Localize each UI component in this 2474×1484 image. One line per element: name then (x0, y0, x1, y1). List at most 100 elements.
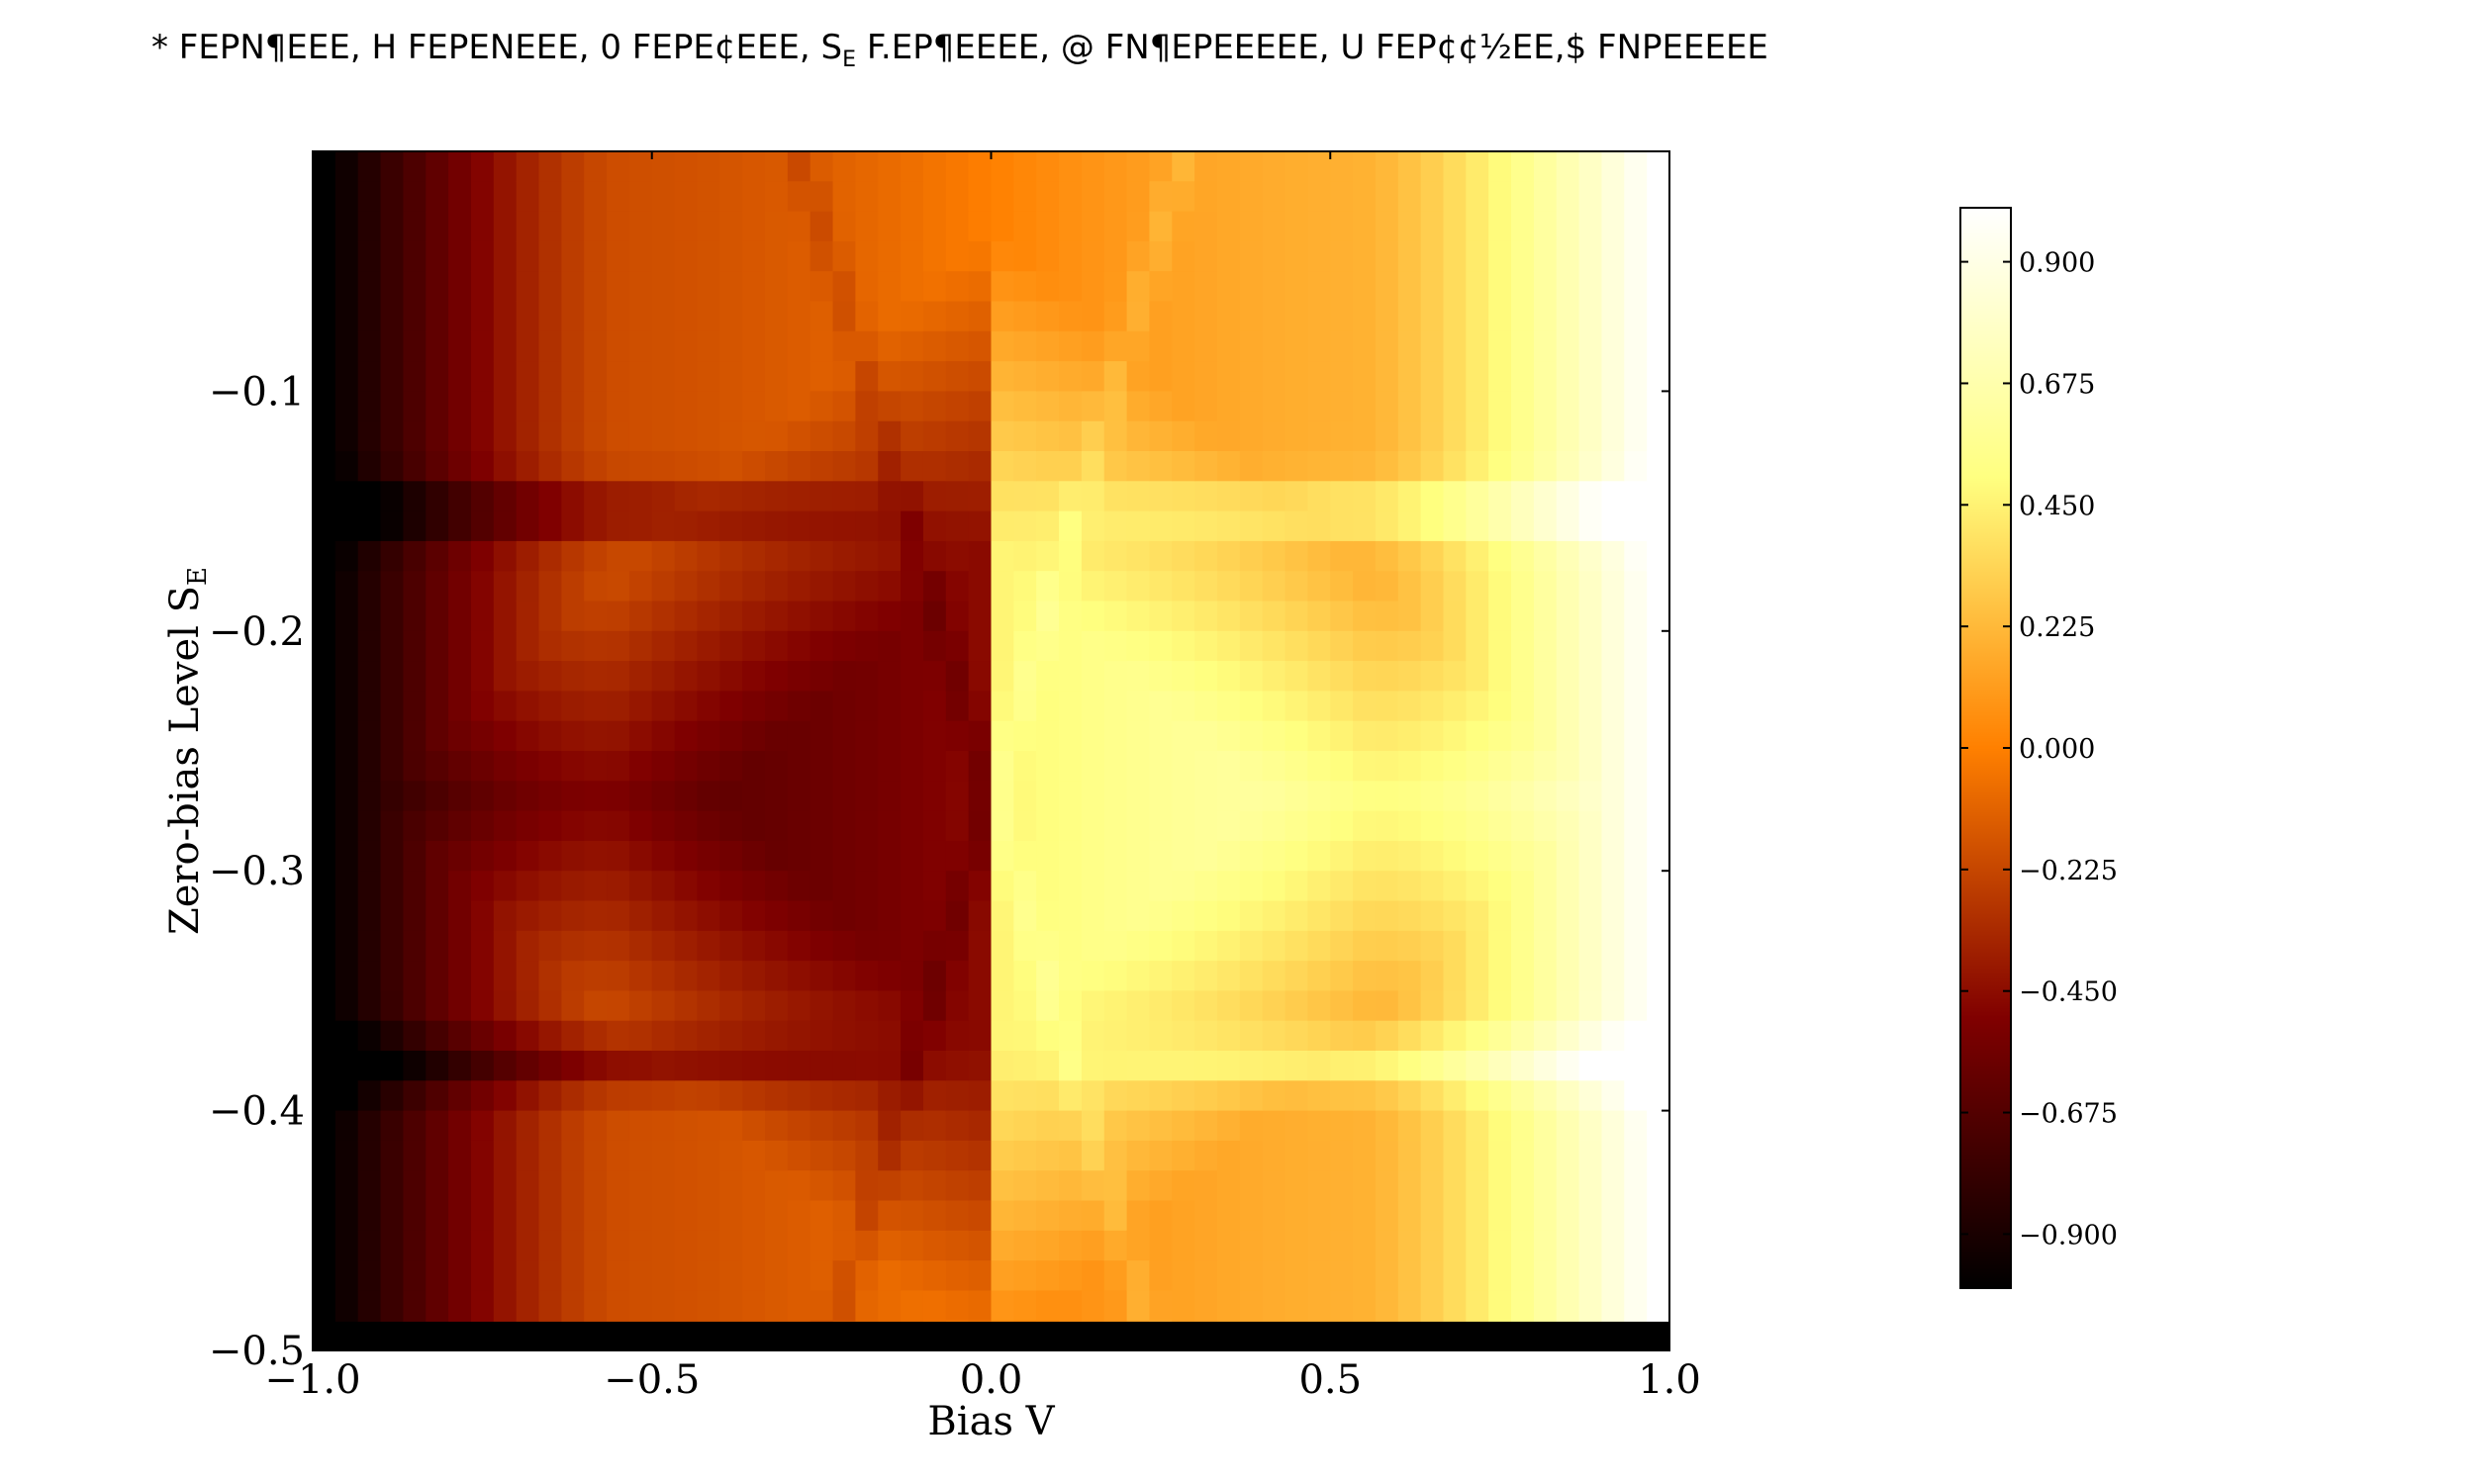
heatmap-cell (651, 1020, 676, 1052)
heatmap-cell (1239, 510, 1264, 542)
heatmap-cell (1217, 1260, 1241, 1291)
heatmap-cell (426, 271, 449, 303)
heatmap-cell (787, 361, 811, 392)
heatmap-cell (1262, 481, 1286, 512)
heatmap-cell (516, 1260, 540, 1291)
heatmap-cell (1262, 211, 1286, 242)
y-tick-label: −0.1 (209, 369, 305, 415)
heatmap-cell (787, 330, 811, 362)
heatmap-cell (448, 481, 472, 512)
heatmap-cell (1533, 720, 1558, 752)
heatmap-cell (1397, 691, 1422, 722)
heatmap-cell (742, 361, 766, 392)
heatmap-cell (809, 451, 834, 482)
heatmap-cell (1601, 391, 1625, 422)
heatmap-cell (1375, 420, 1399, 452)
heatmap-cell (470, 900, 495, 932)
heatmap-cell (357, 751, 382, 782)
heatmap-cell (448, 810, 472, 842)
heatmap-cell (516, 240, 540, 272)
heatmap-cell (1578, 271, 1603, 303)
heatmap-cell (832, 361, 856, 392)
heatmap-cell (1059, 1140, 1083, 1171)
heatmap-cell (313, 1200, 336, 1232)
heatmap-cell (809, 1051, 834, 1081)
heatmap-cell (1420, 240, 1445, 272)
heatmap-cell (651, 271, 676, 303)
heatmap-cell (1149, 301, 1173, 332)
heatmap-cell (809, 1260, 834, 1291)
heatmap-cell (516, 181, 540, 213)
heatmap-cell (1443, 361, 1467, 392)
heatmap-cell (1194, 1230, 1218, 1261)
heatmap-cell (1239, 301, 1264, 332)
heatmap-cell (1443, 301, 1467, 332)
heatmap-cell (493, 691, 518, 722)
heatmap-cell (1036, 451, 1060, 482)
heatmap-cell (1533, 1260, 1558, 1291)
heatmap-cell (1578, 1290, 1603, 1322)
heatmap-cell (313, 810, 336, 842)
heatmap-cell (1149, 810, 1173, 842)
heatmap-cell (403, 871, 427, 902)
heatmap-cell (674, 930, 699, 962)
heatmap-cell (607, 481, 630, 512)
heatmap-cell (470, 301, 495, 332)
heatmap-cell (901, 391, 924, 422)
heatmap-cell (1126, 751, 1151, 782)
heatmap-cell (1647, 1110, 1670, 1142)
heatmap-cell (1647, 781, 1670, 812)
heatmap-cell (1081, 781, 1105, 812)
heatmap-cell (1466, 1020, 1489, 1052)
heatmap-cell (538, 1020, 562, 1052)
heatmap-cell (1624, 661, 1648, 692)
heatmap-cell (1488, 630, 1512, 662)
heatmap-cell (922, 420, 947, 452)
heatmap-cell (1194, 271, 1218, 303)
heatmap-cell (1578, 961, 1603, 991)
heatmap-cell (991, 900, 1014, 932)
heatmap-cell (561, 1230, 585, 1261)
heatmap-cell (1103, 1051, 1128, 1081)
heatmap-cell (1578, 720, 1603, 752)
heatmap-cell (1330, 271, 1354, 303)
heatmap-cell (832, 871, 856, 902)
heatmap-cell (607, 630, 630, 662)
heatmap-cell (1466, 900, 1489, 932)
heatmap-cell (1103, 810, 1128, 842)
heatmap-cell (1239, 930, 1264, 962)
heatmap-cell (1103, 751, 1128, 782)
heatmap-cell (1036, 961, 1060, 991)
heatmap-cell (787, 1051, 811, 1081)
heatmap-cell (1601, 900, 1625, 932)
heatmap-cell (765, 751, 789, 782)
heatmap-cell (1624, 930, 1648, 962)
colorbar-tick-label: −0.675 (2019, 1099, 2118, 1130)
heatmap-cell (809, 720, 834, 752)
heatmap-cell (1036, 900, 1060, 932)
heatmap-cell (1126, 1290, 1151, 1322)
heatmap-cell (832, 1290, 856, 1322)
heatmap-cell (1126, 240, 1151, 272)
heatmap-cell (1511, 271, 1535, 303)
heatmap-cell (1059, 1260, 1083, 1291)
heatmap-cell (945, 720, 970, 752)
heatmap-cell (1488, 420, 1512, 452)
heatmap-cell (584, 1230, 608, 1261)
heatmap-cell (1397, 601, 1422, 632)
heatmap-cell (426, 720, 449, 752)
heatmap-cell (765, 1200, 789, 1232)
heatmap-cell (628, 181, 653, 213)
heatmap-cell (1172, 451, 1195, 482)
heatmap-cell (1511, 961, 1535, 991)
heatmap-cell (584, 630, 608, 662)
heatmap-cell (878, 871, 902, 902)
heatmap-cell (809, 1230, 834, 1261)
heatmap-cell (493, 510, 518, 542)
heatmap-cell (1036, 601, 1060, 632)
heatmap-cell (1013, 601, 1037, 632)
heatmap-cell (1059, 1230, 1083, 1261)
heatmap-cell (832, 601, 856, 632)
heatmap-cell (765, 691, 789, 722)
heatmap-cell (448, 1110, 472, 1142)
